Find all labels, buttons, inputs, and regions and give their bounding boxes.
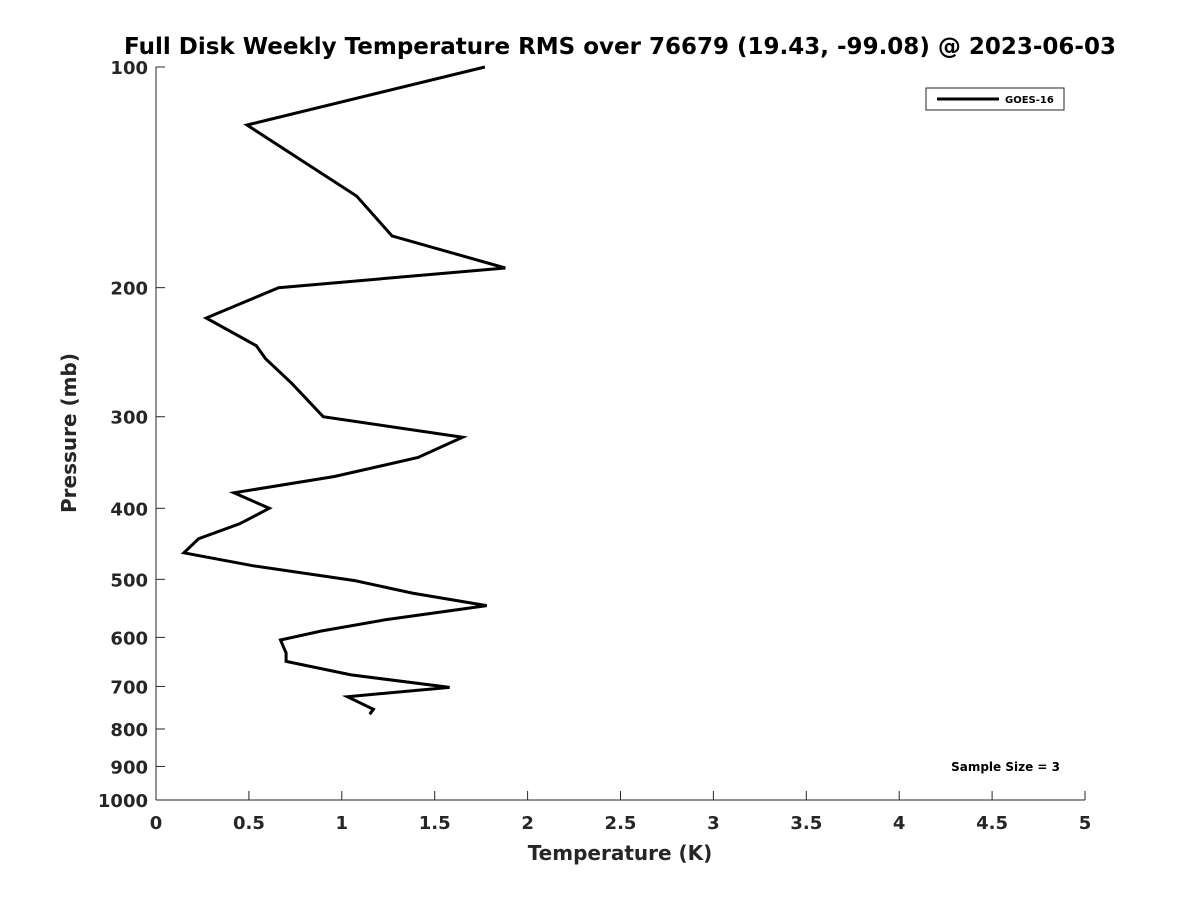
- series-layer: [180, 65, 506, 716]
- x-axis-ticks: 0 0.5 1 1.5 2 2.5 3 3.5 4 4.5 5: [150, 791, 1092, 834]
- x-tick-label: 3.5: [790, 813, 822, 834]
- y-axis-label: Pressure (mb): [57, 353, 81, 513]
- y-tick-label: 100: [110, 58, 148, 79]
- x-tick-label: 2.5: [605, 813, 637, 834]
- x-tick-label: 4: [893, 813, 906, 834]
- sample-size-annotation: Sample Size = 3: [951, 760, 1060, 774]
- x-tick-label: 0.5: [233, 813, 265, 834]
- series-line-goes-16: [180, 65, 506, 716]
- x-tick-label: 1.5: [419, 813, 451, 834]
- y-tick-label: 400: [110, 499, 148, 520]
- y-tick-label: 300: [110, 408, 148, 429]
- y-axis-ticks: 100 200 300 400 500 600 700 800 900 1000: [98, 58, 165, 812]
- y-tick-label: 800: [110, 720, 148, 741]
- x-axis-label: Temperature (K): [528, 841, 713, 865]
- y-tick-label: 600: [110, 628, 148, 649]
- y-tick-label: 900: [110, 757, 148, 778]
- legend: GOES-16: [925, 87, 1065, 111]
- x-tick-label: 5: [1079, 813, 1092, 834]
- x-tick-label: 1: [336, 813, 349, 834]
- x-tick-label: 0: [150, 813, 163, 834]
- y-tick-label: 1000: [98, 791, 148, 812]
- legend-label-goes-16: GOES-16: [1005, 95, 1054, 106]
- y-tick-label: 200: [110, 279, 148, 300]
- x-tick-label: 2: [521, 813, 534, 834]
- x-tick-label: 4.5: [976, 813, 1008, 834]
- y-tick-label: 500: [110, 570, 148, 591]
- x-tick-label: 3: [707, 813, 720, 834]
- chart-title: Full Disk Weekly Temperature RMS over 76…: [124, 34, 1116, 60]
- y-tick-label: 700: [110, 677, 148, 698]
